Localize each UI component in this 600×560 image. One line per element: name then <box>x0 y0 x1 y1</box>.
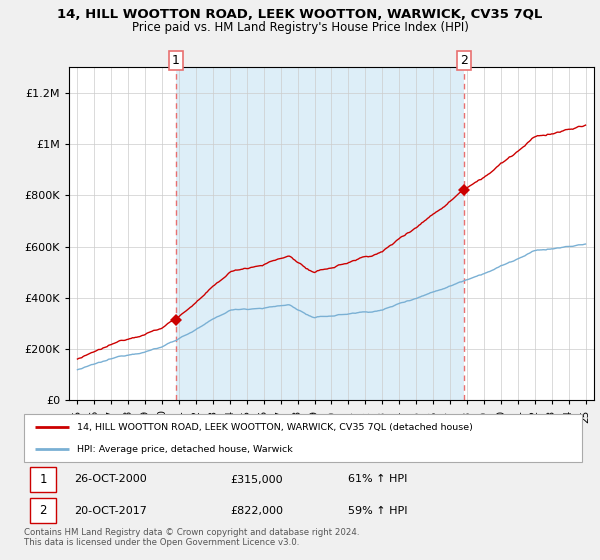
Text: £315,000: £315,000 <box>230 474 283 484</box>
Text: £822,000: £822,000 <box>230 506 283 516</box>
FancyBboxPatch shape <box>29 467 56 492</box>
Text: Price paid vs. HM Land Registry's House Price Index (HPI): Price paid vs. HM Land Registry's House … <box>131 21 469 34</box>
Text: 14, HILL WOOTTON ROAD, LEEK WOOTTON, WARWICK, CV35 7QL: 14, HILL WOOTTON ROAD, LEEK WOOTTON, WAR… <box>58 8 542 21</box>
Text: Contains HM Land Registry data © Crown copyright and database right 2024.
This d: Contains HM Land Registry data © Crown c… <box>24 528 359 547</box>
Text: 59% ↑ HPI: 59% ↑ HPI <box>347 506 407 516</box>
Text: 61% ↑ HPI: 61% ↑ HPI <box>347 474 407 484</box>
Text: 26-OCT-2000: 26-OCT-2000 <box>74 474 147 484</box>
Text: 14, HILL WOOTTON ROAD, LEEK WOOTTON, WARWICK, CV35 7QL (detached house): 14, HILL WOOTTON ROAD, LEEK WOOTTON, WAR… <box>77 423 473 432</box>
Bar <box>176 67 464 400</box>
Text: HPI: Average price, detached house, Warwick: HPI: Average price, detached house, Warw… <box>77 445 293 454</box>
Text: 2: 2 <box>460 54 467 67</box>
Text: 2: 2 <box>39 504 47 517</box>
FancyBboxPatch shape <box>29 498 56 523</box>
Text: 1: 1 <box>39 473 47 486</box>
Text: 1: 1 <box>172 54 180 67</box>
Text: 20-OCT-2017: 20-OCT-2017 <box>74 506 147 516</box>
